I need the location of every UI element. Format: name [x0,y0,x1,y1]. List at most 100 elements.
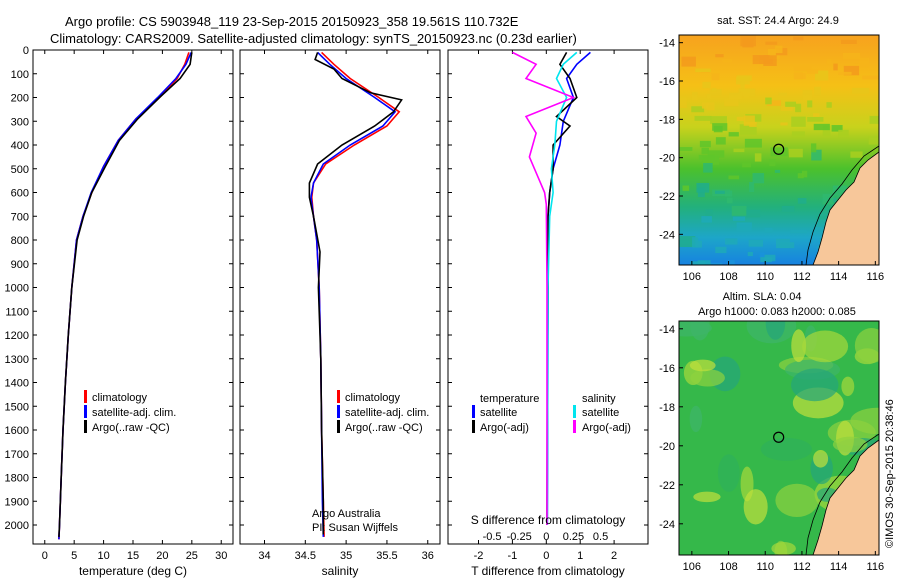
sst-texture-patch [740,35,756,47]
sst-texture-patch [711,73,720,81]
legend-label-sal-argo: Argo(-adj) [582,422,631,434]
legend-swatch-temp-satellite [472,405,475,418]
sst-texture-patch [826,58,832,65]
sst-texture-patch [811,149,822,161]
sst-texture-patch [831,125,843,132]
sst-texture-patch [715,137,726,145]
sst-texture-patch [679,236,696,248]
series-line [308,52,403,535]
sla-texture-blob [743,489,768,525]
sst-texture-patch [695,240,702,248]
sst-texture-patch [728,92,742,100]
sst-texture-patch [679,147,693,151]
imos-watermark: ©IMOS 30-Sep-2015 20:38:46 [884,399,896,548]
legend-label-temp-satellite: satellite [480,407,517,419]
sst-texture-patch [691,92,698,101]
sst-texture-patch [780,122,788,126]
legend-swatch-climatology [337,390,340,403]
sst-texture-patch [802,90,813,100]
header-line-1: Argo profile: CS 5903948_119 23-Sep-2015… [65,14,519,29]
sst-texture-patch [770,147,788,157]
y-tick-label: 1300 [5,354,29,366]
x-tick-label: 0 [543,550,549,562]
y-tick-label: 400 [11,140,29,152]
x-tick-label: 2 [611,550,617,562]
sst-texture-patch [743,115,755,126]
map-x-tick-label: 116 [867,561,885,573]
map-x-tick-label: 112 [793,561,811,573]
sst-texture-patch [774,169,781,173]
sst-texture-patch [747,251,753,257]
sst-texture-patch [742,162,752,168]
sst-texture-patch [722,59,732,63]
sst-texture-patch [815,70,829,81]
sst-texture-patch [790,230,807,234]
legend-swatch-satellite [337,405,340,418]
sst-texture-patch [727,260,735,265]
legend-label-argo: Argo(..raw -QC) [345,422,423,434]
sst-texture-patch [797,198,807,204]
map-x-tick-label: 106 [683,271,701,283]
x-tick-label: 20 [156,550,168,562]
sst-texture-patch [746,209,761,218]
sla-texture-blob [850,407,879,435]
sst-texture-patch [814,86,821,96]
map-y-tick-label: -22 [659,191,675,203]
y-tick-label: 2000 [5,520,29,532]
sst-texture-patch [769,159,776,167]
sst-texture-patch [807,117,824,122]
sst-texture-patch [701,216,712,223]
sst-texture-patch [832,185,847,196]
sst-texture-patch [736,222,752,232]
series-line [546,51,578,526]
sst-land [812,151,879,265]
map-x-tick-label: 106 [683,561,701,573]
y-tick-label: 1600 [5,425,29,437]
sla-profile-location-marker [773,431,785,443]
legend-swatch-temp-argo [472,420,475,433]
map-x-tick-label: 116 [867,271,885,283]
sla-texture-blob [765,321,786,340]
sst-texture-patch [733,148,745,153]
legend-label-argo: Argo(..raw -QC) [92,422,170,434]
sst-shelf-contour [805,145,879,265]
sst-texture-patch [843,65,860,76]
sst-texture-patch [710,116,727,125]
sst-texture-patch [691,106,705,113]
legend-swatch-climatology [84,390,87,403]
sla-texture-blob [689,359,716,372]
sst-texture-patch [726,197,733,204]
sla-map-frame [678,320,880,556]
sst-texture-patch [869,115,879,124]
x-tick-label: 34 [258,550,270,562]
x-tick-label: 35.5 [376,550,397,562]
sst-texture-patch [780,106,793,111]
sst-texture-patch [781,205,795,213]
sst-texture-patch [702,156,720,165]
sst-map-title: sat. SST: 24.4 Argo: 24.9 [717,15,839,27]
y-tick-label: 600 [11,188,29,200]
sst-texture-patch [724,99,739,107]
sst-texture-patch [732,216,746,221]
sla-texture-blob [690,369,725,387]
sst-texture-patch [763,55,777,66]
sst-texture-patch [752,173,765,184]
temperature-lines [58,52,193,540]
sst-texture-patch [679,97,687,108]
sst-texture-patch [715,190,730,194]
x-tick-label: 34.5 [295,550,316,562]
sla-texture-blob [813,449,829,468]
sst-texture-patch [702,81,711,89]
sst-texture-patch [731,205,747,216]
sst-texture-patch [793,36,804,41]
x-tick-label: 10 [97,550,109,562]
map-y-tick-label: -18 [659,402,675,414]
temperature-ticks: 0100200300400500600700800900100011001200… [5,45,233,562]
sst-map-ticks: 106 108 110 112 114 116 -14 -16 -18 -20 -22 -24 [659,38,884,283]
sst-texture-patch [681,56,696,67]
map-y-tick-label: -22 [659,480,675,492]
sst-texture-patch [775,45,783,54]
salinity-panel: 34 34.5 35 35.5 36 salinity climatology sate… [239,49,441,578]
sst-texture-patch [728,175,740,180]
sst-texture-patch [738,88,756,97]
